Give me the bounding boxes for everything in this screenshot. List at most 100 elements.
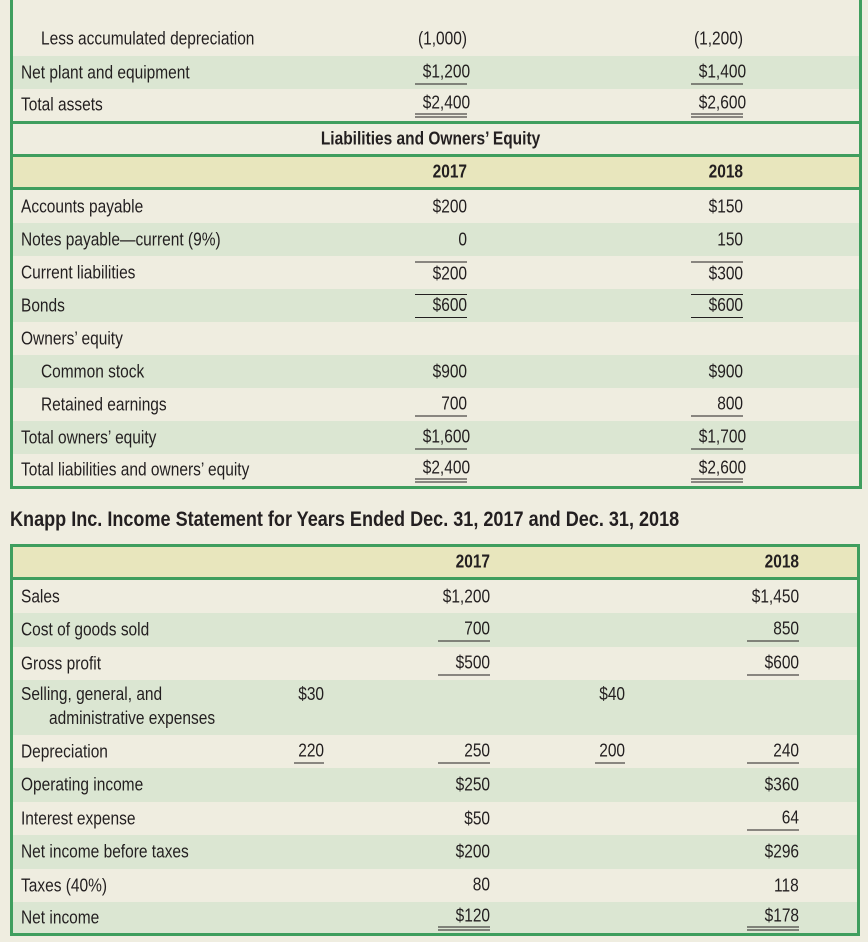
value-2017: $600 <box>432 294 467 315</box>
table-row: Depreciation 220 250 200 240 <box>13 735 857 768</box>
row-label: Less accumulated depreciation <box>41 28 255 48</box>
divider <box>13 121 859 124</box>
table-row: Bonds $600 $600 <box>13 289 859 322</box>
value-2017: $1,200 <box>422 61 471 81</box>
value-2018: $150 <box>708 196 743 216</box>
table-row: Net income before taxes $200 $296 <box>13 835 857 869</box>
value-2017: 250 <box>464 740 490 760</box>
value-2017: $250 <box>455 774 490 795</box>
row-label: Operating income <box>21 774 144 795</box>
row-label: Retained earnings <box>41 394 167 414</box>
value-2018: 240 <box>773 740 799 760</box>
value-2017: $2,400 <box>422 457 471 478</box>
row-label: Cost of goods sold <box>21 619 150 640</box>
value-2018: $360 <box>764 774 799 795</box>
amount-2018: 200 <box>599 740 625 760</box>
value-2018: $300 <box>708 263 743 283</box>
row-label: Net income <box>21 907 100 927</box>
value-2018: 800 <box>717 393 743 413</box>
table-row: Taxes (40%) 80 118 <box>13 869 857 902</box>
value-2018: $600 <box>764 652 799 672</box>
year-2017-header: 2017 <box>455 551 490 572</box>
table-row: Less accumulated depreciation (1,000) (1… <box>13 22 859 55</box>
amount-2017: $30 <box>298 684 324 704</box>
row-label: Taxes (40%) <box>21 875 108 895</box>
value-2017: 0 <box>458 229 467 249</box>
row-label-continued: administrative expenses <box>49 708 216 728</box>
row-label: Current liabilities <box>21 262 136 282</box>
table-row: Net income $120 $178 <box>13 902 857 933</box>
table-row: Accounts payable $200 $150 <box>13 190 859 223</box>
table-row: Net plant and equipment $1,200 $1,400 <box>13 56 859 89</box>
row-label: Bonds <box>21 295 65 315</box>
row-label: Net income before taxes <box>21 841 189 862</box>
value-2018: $2,600 <box>698 92 747 113</box>
row-label: Sales <box>21 586 60 606</box>
balance-sheet-table: Less accumulated depreciation (1,000) (1… <box>10 0 862 489</box>
income-statement-title: Knapp Inc. Income Statement for Years En… <box>10 508 680 531</box>
value-2017: 700 <box>441 393 467 413</box>
value-2018: $1,450 <box>751 586 799 606</box>
table-row: Selling, general, and administrative exp… <box>13 680 857 735</box>
value-2018: $296 <box>764 841 799 862</box>
value-2018: $1,700 <box>698 426 747 446</box>
row-label: Notes payable—current (9%) <box>21 229 221 249</box>
row-label: Gross profit <box>21 653 102 673</box>
table-row: Cost of goods sold 700 850 <box>13 613 857 647</box>
value-2018: $900 <box>708 361 743 381</box>
value-2017: 80 <box>472 874 490 894</box>
year-2017-header: 2017 <box>432 161 467 182</box>
income-statement-table: 2017 2018 Sales $1,200 $1,450 Cost of go… <box>10 544 860 936</box>
year-2018-header: 2018 <box>708 161 743 182</box>
value-2017: $200 <box>455 841 490 862</box>
row-label: Total liabilities and owners’ equity <box>21 459 250 480</box>
value-2018: 850 <box>773 618 799 639</box>
value-2017: $500 <box>455 652 490 672</box>
value-2018: $178 <box>764 905 799 925</box>
value-2017: $200 <box>432 196 467 216</box>
value-2018: 64 <box>781 807 799 827</box>
value-2017: $900 <box>432 361 467 381</box>
value-2018: (1,200) <box>693 28 743 48</box>
year-header-row: 2017 2018 <box>13 157 859 187</box>
value-2018: 118 <box>774 875 799 895</box>
value-2017: $1,600 <box>422 426 471 446</box>
value-2018: $1,400 <box>698 61 747 81</box>
value-2017: $2,400 <box>422 92 471 113</box>
table-row: Gross profit $500 $600 <box>13 647 857 680</box>
row-label: Common stock <box>41 361 145 381</box>
divider <box>13 187 859 190</box>
row-label: Selling, general, and <box>21 684 163 704</box>
divider <box>13 577 857 580</box>
table-row: Notes payable—current (9%) 0 150 <box>13 223 859 256</box>
value-2017: $1,200 <box>442 586 490 606</box>
row-label: Accounts payable <box>21 196 144 216</box>
row-label: Owners’ equity <box>21 328 123 348</box>
row-label: Depreciation <box>21 741 108 761</box>
value-2017: (1,000) <box>417 28 467 48</box>
section-title: Liabilities and Owners’ Equity <box>321 128 541 149</box>
amount-2017: 220 <box>298 740 324 760</box>
value-2018: 150 <box>717 229 743 249</box>
table-row: Total liabilities and owners’ equity $2,… <box>13 454 859 486</box>
table-row: Total owners’ equity $1,600 $1,700 <box>13 421 859 454</box>
divider <box>13 154 859 157</box>
row-label: Total owners’ equity <box>21 427 157 447</box>
year-2018-header: 2018 <box>764 551 799 572</box>
table-row: Owners’ equity <box>13 322 859 355</box>
row-label: Interest expense <box>21 808 136 828</box>
year-header-row: 2017 2018 <box>13 547 857 577</box>
value-2017: $50 <box>464 808 490 828</box>
table-row: Common stock $900 $900 <box>13 355 859 388</box>
row-label: Net plant and equipment <box>21 62 190 82</box>
table-row: Operating income $250 $360 <box>13 768 857 802</box>
value-2018: $600 <box>708 294 743 315</box>
table-row: Total assets $2,400 $2,600 <box>13 89 859 121</box>
table-row: Current liabilities $200 $300 <box>13 256 859 289</box>
value-2017: $200 <box>432 263 467 283</box>
table-row: Retained earnings 700 800 <box>13 388 859 421</box>
table-row: Sales $1,200 $1,450 <box>13 580 857 613</box>
amount-2018: $40 <box>599 684 625 704</box>
table-row: Interest expense $50 64 <box>13 802 857 835</box>
row-label: Total assets <box>21 94 103 115</box>
